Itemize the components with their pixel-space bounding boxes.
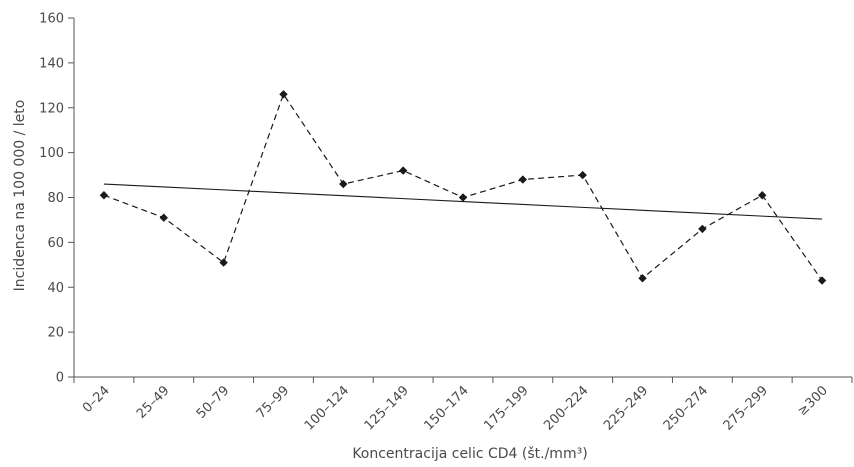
x-tick-label: 175–199: [481, 383, 531, 433]
x-tick-label: 75–99: [254, 383, 293, 422]
y-tick-label: 140: [39, 56, 64, 71]
x-axis: 0–24 25–49 50–79 75–99 100–124 125–149 150–174…: [73, 376, 853, 434]
y-tick-label: 100: [39, 146, 64, 161]
series-layer: [99, 90, 827, 285]
data-point-marker: [99, 191, 109, 200]
x-tick-label: 275–299: [721, 383, 771, 433]
data-point-marker: [758, 191, 767, 200]
data-point-marker: [219, 258, 228, 267]
data-point-marker: [698, 224, 707, 234]
y-tick-label: 0: [56, 371, 64, 386]
x-tick-label: 250–274: [661, 383, 711, 433]
data-point-marker: [279, 90, 288, 99]
x-axis-title: Koncentracija celic CD4 (št./mm³): [352, 446, 587, 462]
data-point-marker: [339, 179, 348, 189]
y-tick-label: 80: [47, 191, 64, 206]
y-tick-label: 160: [39, 12, 64, 27]
data-point-marker: [638, 274, 647, 283]
y-axis: 0 20 40 60 80 100 120 140 160: [39, 12, 75, 386]
x-tick-label: ≥300: [795, 383, 831, 419]
y-tick-label: 60: [47, 236, 64, 251]
data-point-marker: [578, 170, 587, 180]
data-point-marker: [518, 175, 528, 184]
x-tick-label: 100–124: [302, 383, 352, 433]
x-tick-label: 0–24: [80, 383, 113, 416]
x-tick-label: 225–249: [601, 383, 651, 433]
data-point-marker: [458, 193, 468, 202]
y-axis-title: Incidenca na 100 000 / leto: [12, 100, 28, 292]
y-tick-label: 20: [47, 326, 64, 341]
x-tick-label: 200–224: [541, 383, 591, 433]
incidence-dashed-line: [103, 92, 823, 281]
data-point-marker: [817, 276, 827, 285]
y-tick-label: 40: [47, 281, 64, 296]
x-tick-label: 25–49: [134, 383, 173, 422]
x-tick-label: 150–174: [422, 383, 472, 433]
data-point-marker: [159, 213, 168, 222]
data-point-marker: [398, 166, 408, 175]
x-tick-label: 50–79: [194, 383, 233, 422]
x-tick-label: 125–149: [362, 383, 412, 433]
y-tick-label: 120: [39, 101, 64, 116]
